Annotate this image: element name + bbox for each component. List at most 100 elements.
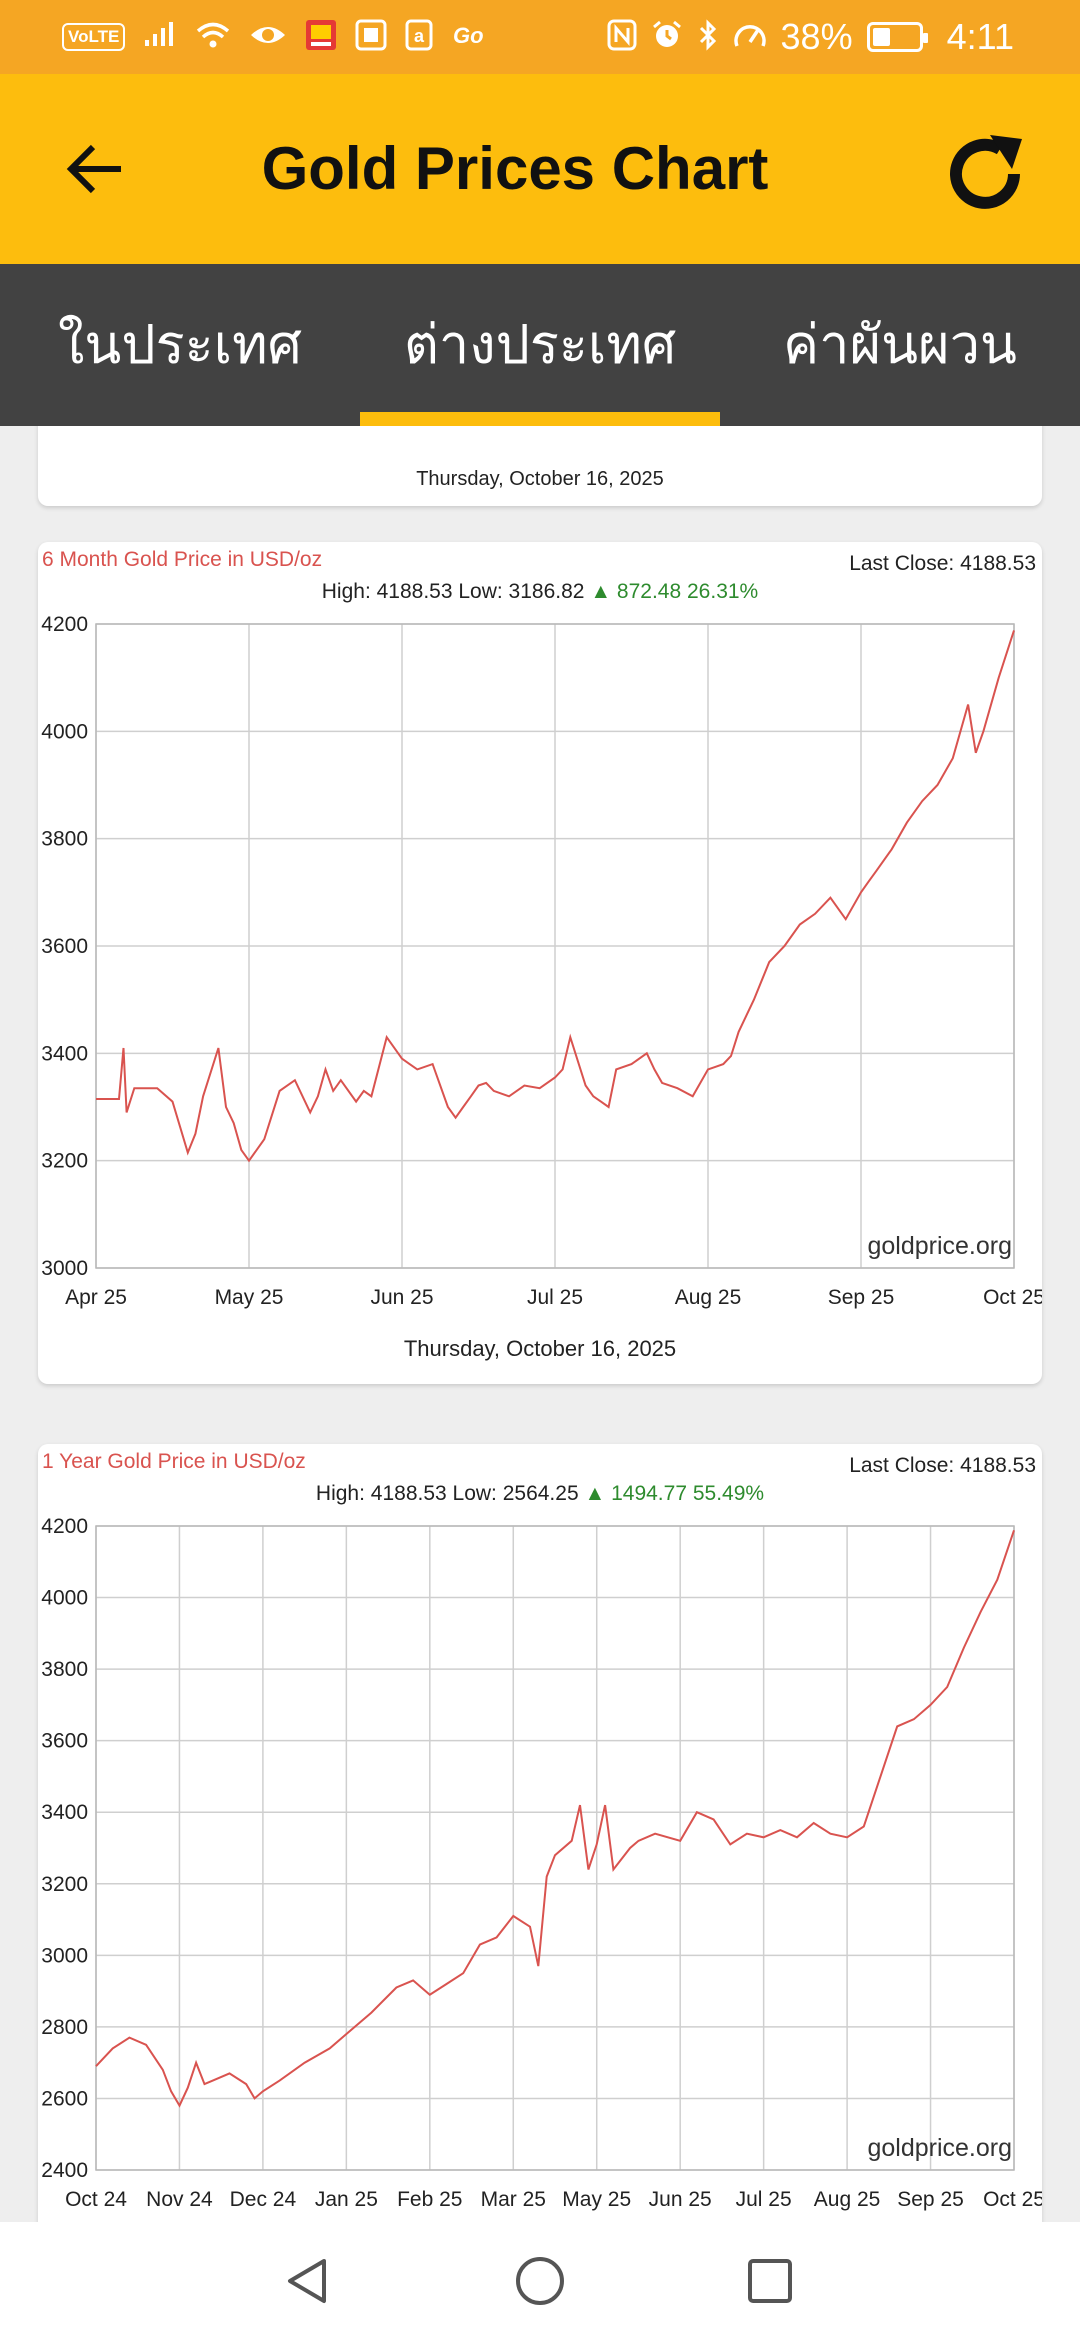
x-tick-label: Nov 24 xyxy=(146,2188,213,2211)
x-tick-label: Oct 25 xyxy=(983,2188,1042,2211)
y-tick-label: 4200 xyxy=(41,1515,88,1538)
one-year-chart: 1 Year Gold Price in USD/oz Last Close: 4… xyxy=(41,1450,1042,2211)
x-tick-label: Dec 24 xyxy=(230,2188,297,2211)
signal-icon xyxy=(143,18,177,57)
image-icon xyxy=(355,19,387,56)
volte-badge: VoLTE xyxy=(62,23,126,51)
y-tick-label: 3600 xyxy=(41,1730,88,1753)
six-month-chart-card: 6 Month Gold Price in USD/oz Last Close: … xyxy=(38,542,1042,1384)
chart-date: Thursday, October 16, 2025 xyxy=(403,1336,677,1361)
tab-label: ค่าผันผวน xyxy=(783,315,1017,375)
x-tick-label: Mar 25 xyxy=(481,2188,546,2211)
triangle-back-icon xyxy=(288,2259,326,2303)
x-tick-label: Sep 25 xyxy=(897,2188,964,2211)
nfc-icon xyxy=(607,19,637,56)
svg-text:a: a xyxy=(414,26,425,46)
battery-level xyxy=(872,28,890,46)
x-tick-label: Aug 25 xyxy=(675,1286,742,1309)
chart-date: Thursday, October 16, 2025 xyxy=(416,468,664,490)
x-tick-label: Apr 25 xyxy=(65,1286,127,1309)
status-left-icons: VoLTE a Go xyxy=(62,16,485,58)
tab-international[interactable]: ต่างประเทศ xyxy=(360,264,720,426)
x-tick-label: Aug 25 xyxy=(814,2188,881,2211)
partial-chart-card: Thursday, October 16, 2025 xyxy=(38,426,1042,506)
amazon-icon: a xyxy=(405,19,433,56)
square-recents-icon xyxy=(748,2259,792,2303)
watermark: goldprice.org xyxy=(867,1232,1012,1260)
y-tick-label: 2600 xyxy=(41,2087,88,2110)
y-tick-label: 3000 xyxy=(41,1944,88,1967)
y-tick-label: 4000 xyxy=(41,1587,88,1610)
y-tick-label: 3200 xyxy=(41,1150,88,1173)
x-tick-label: Oct 24 xyxy=(65,2188,127,2211)
y-tick-label: 3000 xyxy=(41,1257,88,1280)
tab-bar: ในประเทศ ต่างประเทศ ค่าผันผวน xyxy=(0,264,1080,426)
svg-text:Go: Go xyxy=(453,23,484,48)
nav-back-button[interactable] xyxy=(273,2246,343,2316)
circle-home-icon xyxy=(516,2257,564,2305)
y-tick-label: 3400 xyxy=(41,1042,88,1065)
system-nav-bar xyxy=(0,2222,1080,2340)
x-tick-label: May 25 xyxy=(562,2188,631,2211)
battery-percent: 38% xyxy=(780,16,853,57)
nav-recents-button[interactable] xyxy=(735,2246,805,2316)
refresh-icon xyxy=(950,135,1022,209)
x-tick-label: Oct 25 xyxy=(983,1286,1042,1309)
nav-home-button[interactable] xyxy=(505,2246,575,2316)
x-tick-label: Jan 25 xyxy=(315,2188,378,2211)
chart-title: 6 Month Gold Price in USD/oz xyxy=(42,548,322,571)
y-tick-label: 3400 xyxy=(41,1801,88,1824)
high-low-values: High: 4188.53 Low: 3186.82 xyxy=(322,580,591,603)
status-bar: VoLTE a Go xyxy=(0,0,1080,74)
content-scroll[interactable]: Thursday, October 16, 2025 6 Month Gold … xyxy=(0,426,1080,2222)
price-change: ▲ 872.48 26.31% xyxy=(590,580,758,603)
y-tick-label: 2400 xyxy=(41,2159,88,2182)
battery-icon xyxy=(866,22,928,52)
app-bar: Gold Prices Chart xyxy=(0,74,1080,264)
price-line-series xyxy=(96,630,1015,1163)
tab-label: ต่างประเทศ xyxy=(403,315,677,375)
x-tick-label: Jun 25 xyxy=(649,2188,712,2211)
x-tick-label: May 25 xyxy=(215,1286,284,1309)
y-tick-label: 3800 xyxy=(41,828,88,851)
speed-icon xyxy=(733,20,767,55)
x-tick-label: Jul 25 xyxy=(736,2188,792,2211)
last-close-label: Last Close: 4188.53 xyxy=(849,552,1036,575)
x-tick-label: Feb 25 xyxy=(397,2188,462,2211)
arrow-left-icon xyxy=(66,144,121,194)
app-notification-icon xyxy=(305,19,337,56)
high-low-summary: High: 4188.53 Low: 2564.25 ▲ 1494.77 55.… xyxy=(316,1482,764,1505)
six-month-chart: 6 Month Gold Price in USD/oz Last Close: … xyxy=(41,548,1042,1309)
one-year-chart-card: 1 Year Gold Price in USD/oz Last Close: 4… xyxy=(38,1444,1042,2222)
tab-label: ในประเทศ xyxy=(58,315,302,375)
x-tick-label: Jul 25 xyxy=(527,1286,583,1309)
y-tick-label: 4200 xyxy=(41,613,88,636)
back-button[interactable] xyxy=(50,129,140,209)
y-tick-label: 2800 xyxy=(41,2016,88,2039)
wifi-icon xyxy=(195,20,231,55)
x-tick-label: Sep 25 xyxy=(828,1286,895,1309)
high-low-summary: High: 4188.53 Low: 3186.82 ▲ 872.48 26.3… xyxy=(322,580,758,603)
eye-icon xyxy=(249,20,287,55)
bluetooth-icon xyxy=(697,18,719,56)
active-tab-indicator xyxy=(360,412,720,426)
tab-volatility[interactable]: ค่าผันผวน xyxy=(720,264,1080,426)
page-title: Gold Prices Chart xyxy=(261,135,769,202)
price-change: ▲ 1494.77 55.49% xyxy=(584,1482,764,1505)
refresh-button[interactable] xyxy=(930,124,1040,224)
clock: 4:11 xyxy=(946,16,1014,57)
go-icon: Go xyxy=(451,20,485,55)
plot-area-border xyxy=(95,1525,1015,2171)
plot-area-border xyxy=(95,623,1015,1269)
y-tick-label: 3600 xyxy=(41,935,88,958)
chart-title: 1 Year Gold Price in USD/oz xyxy=(42,1450,306,1473)
x-tick-label: Jun 25 xyxy=(370,1286,433,1309)
y-tick-label: 4000 xyxy=(41,720,88,743)
high-low-values: High: 4188.53 Low: 2564.25 xyxy=(316,1482,585,1505)
watermark: goldprice.org xyxy=(867,2134,1012,2162)
price-line-series xyxy=(95,1529,1015,2108)
status-right-icons: 38% 4:11 xyxy=(607,16,1014,58)
y-tick-label: 3200 xyxy=(41,1873,88,1896)
tab-domestic[interactable]: ในประเทศ xyxy=(0,264,360,426)
y-tick-label: 3800 xyxy=(41,1658,88,1681)
